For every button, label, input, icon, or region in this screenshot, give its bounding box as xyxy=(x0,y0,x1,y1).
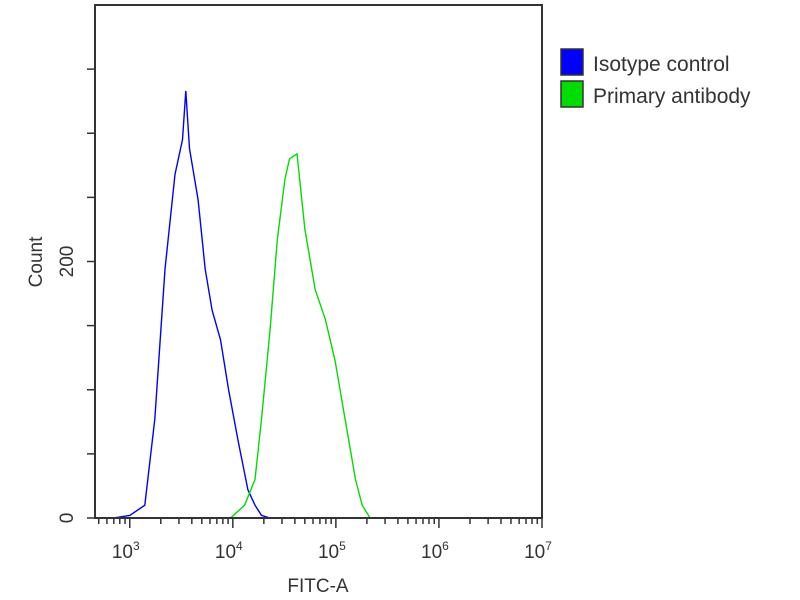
legend-label-isotype: Isotype control xyxy=(593,53,730,76)
series-line-primary-antibody xyxy=(230,152,371,519)
y-tick-label: 200 xyxy=(57,246,78,278)
x-tick-label: 105 xyxy=(318,539,346,563)
y-tick-label: 0 xyxy=(57,513,78,524)
legend: Isotype control Primary antibody xyxy=(560,48,751,108)
legend-swatch-isotype xyxy=(560,48,584,76)
x-tick-label: 107 xyxy=(524,539,552,563)
y-axis-label: Count xyxy=(26,236,47,287)
x-tick-label: 104 xyxy=(215,539,243,563)
legend-swatch-primary xyxy=(560,80,584,108)
x-axis-label: FITC-A xyxy=(287,576,349,597)
series-line-isotype-control xyxy=(113,90,271,519)
x-tick-label: 106 xyxy=(421,539,449,563)
plot-frame xyxy=(94,4,543,519)
legend-label-primary: Primary antibody xyxy=(593,85,751,108)
x-tick-label: 103 xyxy=(112,539,140,563)
